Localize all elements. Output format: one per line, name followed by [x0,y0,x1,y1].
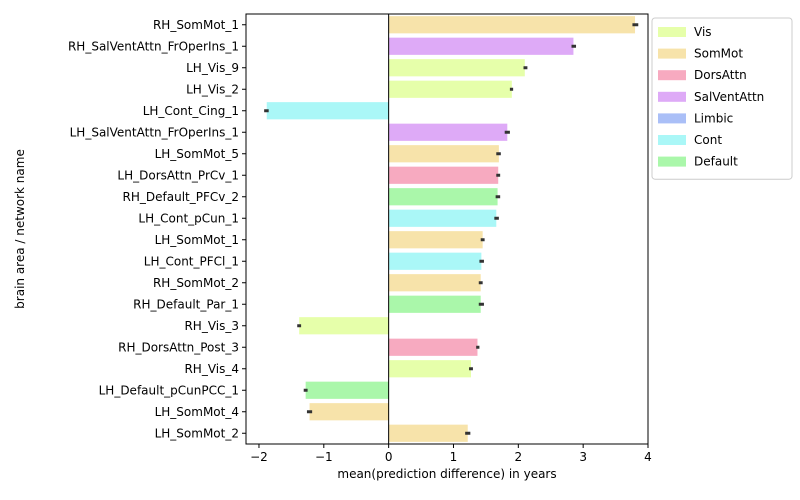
legend-label: Vis [694,25,712,39]
y-axis-label: brain area / network name [13,149,27,309]
y-tick-label: LH_Vis_2 [186,82,239,96]
y-tick-label: LH_Cont_Cing_1 [143,104,239,118]
x-tick-label: −2 [250,450,268,464]
y-tick-label: RH_SalVentAttn_FrOperIns_1 [68,39,239,53]
bar [299,317,389,335]
bar [388,231,483,249]
bar [388,338,478,356]
x-axis-label: mean(prediction difference) in years [337,467,556,481]
y-tick-label: RH_SomMot_2 [153,276,239,290]
bar [388,166,499,184]
x-tick-label: 3 [579,450,587,464]
legend-label: SalVentAttn [694,90,764,104]
legend-swatch [658,156,686,167]
bar [388,123,508,141]
bar [388,252,482,270]
bar [388,188,498,206]
bar [309,403,389,421]
x-tick-label: 1 [450,450,458,464]
y-tick-label: RH_Vis_3 [184,319,239,333]
bar [388,145,499,163]
bars-group [266,16,636,442]
legend-label: Limbic [694,111,733,125]
y-ticks-group: RH_SomMot_1 RH_SalVentAttn_FrOperIns_1 LH_… [68,18,246,440]
bar [388,295,481,313]
x-tick-label: −1 [315,450,333,464]
y-tick-label: RH_Default_Par_1 [133,297,239,311]
legend-swatch [658,70,686,81]
legend-label: Default [694,155,738,169]
x-tick-label: 0 [385,450,393,464]
legend-swatch [658,48,686,59]
bar [388,80,512,98]
bar [388,424,468,442]
y-tick-label: LH_Default_pCunPCC_1 [99,383,239,397]
y-tick-label: RH_Vis_4 [184,362,239,376]
bar [388,16,636,34]
y-tick-label: RH_SomMot_1 [153,18,239,32]
y-tick-label: LH_Cont_pCun_1 [138,211,239,225]
bar [266,102,389,120]
legend-label: SomMot [694,47,743,61]
y-tick-label: LH_DorsAttn_PrCv_1 [117,168,239,182]
bar [388,37,574,55]
bar [388,209,497,227]
x-tick-label: 2 [515,450,523,464]
y-tick-label: LH_Cont_PFCl_1 [144,254,239,268]
legend-swatch [658,27,686,37]
legend-box [651,17,793,180]
y-tick-label: LH_SalVentAttn_FrOperIns_1 [70,125,239,139]
legend-label: Cont [694,133,722,147]
y-tick-label: LH_SomMot_5 [155,147,239,161]
y-tick-label: LH_SomMot_4 [155,405,239,419]
y-tick-label: LH_SomMot_1 [155,233,239,247]
legend-swatch [658,113,686,124]
bar [388,59,525,77]
bar [305,381,389,399]
error-bars-group [264,23,639,435]
bar [388,360,471,378]
legend-label: DorsAttn [694,68,747,82]
y-tick-label: LH_Vis_9 [186,61,239,75]
x-tick-label: 4 [644,450,652,464]
legend-swatch [658,135,686,145]
y-tick-label: RH_Default_PFCv_2 [123,190,239,204]
legend-swatch [658,91,686,102]
bar [388,274,481,292]
y-tick-label: RH_DorsAttn_Post_3 [118,340,239,354]
legend: Vis SomMot DorsAttn SalVentAttn Limbic Cont De… [651,17,793,180]
y-tick-label: LH_SomMot_2 [155,426,239,440]
plot-frame [245,13,649,445]
x-ticks-group: −2 −1 0 1 2 3 4 [250,444,652,464]
